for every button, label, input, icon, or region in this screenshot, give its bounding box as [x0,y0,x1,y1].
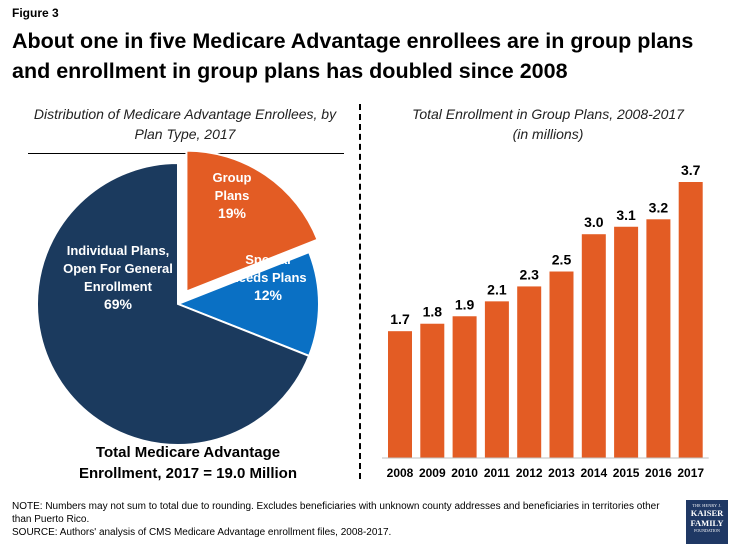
total-line1: Total Medicare Advantage [95,444,281,461]
pie-label-group-plans: Group Plans 19% [213,170,252,221]
pie-subtitle: Distribution of Medicare Advantage Enrol… [33,106,337,142]
bar-category-label-2017: 2017 [677,466,704,480]
logo-line1: THE HENRY J. [692,503,722,508]
logo-line3: FAMILY [690,518,724,528]
kff-logo: THE HENRY J. KAISER FAMILY FOUNDATION [686,500,728,544]
bar-2010 [452,316,477,458]
pie-value-label: 69% [104,296,133,312]
pie-label-special-needs-plans: Special Needs Plans 12% [229,252,306,303]
panel-divider [359,104,361,479]
pie-label-line: Special [245,252,291,267]
bar-2008 [388,331,412,458]
bar-value-label-2012: 2.3 [519,266,539,282]
bar-value-label-2008: 1.7 [390,311,410,327]
pie-label-line: Individual Plans, [67,243,170,258]
bar-2016 [646,219,671,458]
bar-2009 [420,323,445,458]
pie-slice-individual-plans-open-for-general-enrollment [36,161,311,446]
pie-label-line: Group [213,170,252,185]
bar-category-label-2008: 2008 [387,466,414,480]
total-enrollment-label: Total Medicare Advantage Enrollment, 201… [28,442,348,484]
note-text: NOTE: Numbers may not sum to total due t… [12,501,660,525]
bar-category-label-2011: 2011 [484,466,510,480]
bar-2015 [614,226,639,458]
bar-category-label-2012: 2012 [516,466,543,480]
pie-label-individual-plans-open-for-general-enrollment: Individual Plans, Open For General Enrollm… [63,243,173,312]
bar-subtitle-line1: Total Enrollment in Group Plans, 2008-20… [412,106,684,122]
page-title: About one in five Medicare Advantage enr… [12,29,694,83]
source-text: SOURCE: Authors' analysis of CMS Medicar… [12,527,392,538]
bar-value-label-2013: 2.5 [552,252,572,268]
figure-label: Figure 3 [12,6,59,20]
bar-2011 [484,301,509,458]
bar-chart: 1.7 2008 1.8 2009 1.9 2010 2.1 2011 2.3 2012 2.5 20… [382,162,709,480]
bar-2014 [581,234,606,458]
logo-line2: KAISER [690,508,724,518]
total-line2: Enrollment, 2017 = 19.0 Million [79,465,297,482]
logo-line4: FOUNDATION [694,528,720,533]
pie-label-line: Open For General [63,261,173,276]
bar-category-label-2015: 2015 [613,466,640,480]
bar-category-label-2010: 2010 [451,466,478,480]
bar-value-label-2010: 1.9 [455,296,475,312]
pie-slice-special-needs-plans [175,250,320,358]
bar-category-label-2016: 2016 [645,466,672,480]
bar-subtitle-line2: (in millions) [512,126,584,142]
pie-slice-group-plans [185,149,319,294]
bar-subtitle: Total Enrollment in Group Plans, 2008-20… [378,104,718,144]
pie-chart: Group Plans 19% Special Needs Plans 12% Indivi… [36,149,320,446]
pie-value-label: 19% [218,205,247,221]
bar-category-label-2009: 2009 [419,466,446,480]
bar-2013 [549,271,574,458]
bar-value-label-2011: 2.1 [487,281,507,297]
pie-label-line: Enrollment [84,279,153,294]
pie-label-line: Plans [215,188,250,203]
bar-value-label-2017: 3.7 [681,162,701,178]
bar-value-label-2016: 3.2 [649,199,669,215]
bar-category-label-2014: 2014 [580,466,607,480]
pie-label-line: Needs Plans [229,270,306,285]
pie-value-label: 12% [254,287,283,303]
bar-value-label-2014: 3.0 [584,214,604,230]
bar-value-label-2015: 3.1 [616,207,636,223]
bar-2017 [678,182,703,458]
footnotes: NOTE: Numbers may not sum to total due t… [12,500,662,539]
bar-category-label-2013: 2013 [548,466,575,480]
bar-2012 [517,286,542,458]
bar-value-label-2009: 1.8 [423,304,443,320]
